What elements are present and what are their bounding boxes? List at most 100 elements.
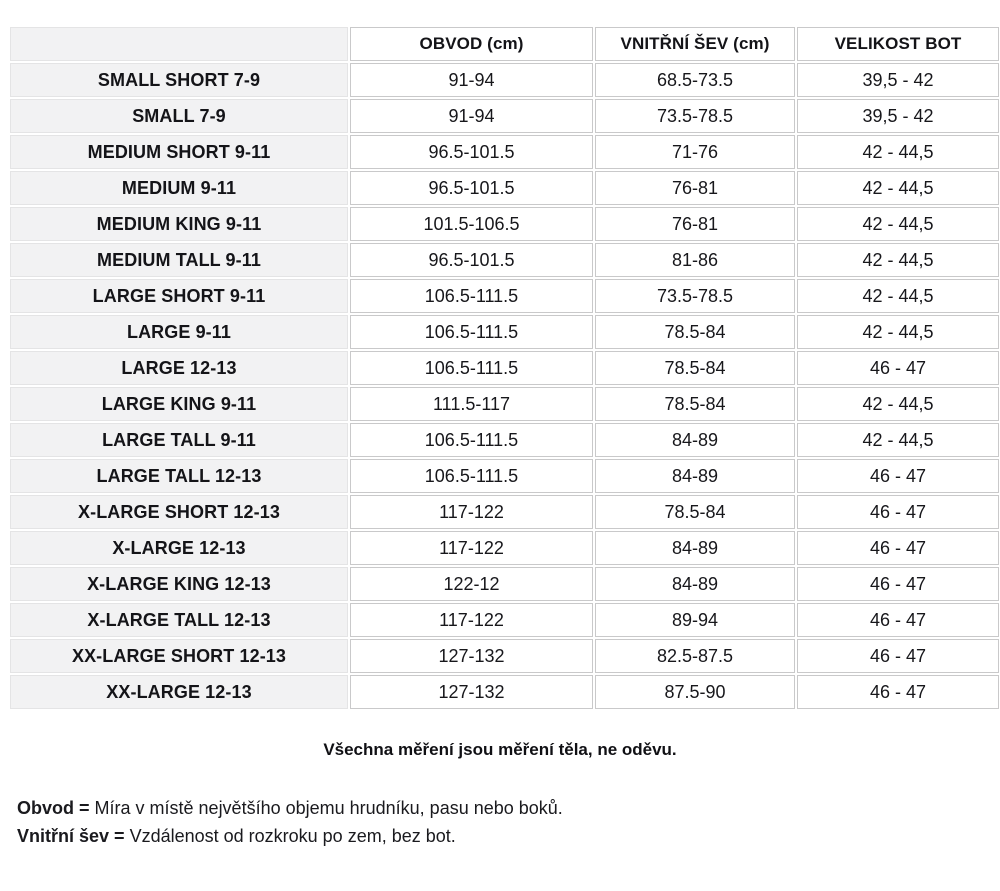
cell-bot: 46 - 47 [797, 567, 999, 601]
cell-bot: 42 - 44,5 [797, 387, 999, 421]
header-row: OBVOD (cm) VNITŘNÍ ŠEV (cm) VELIKOST BOT [10, 27, 999, 61]
cell-sev: 87.5-90 [595, 675, 795, 709]
row-label: XX-LARGE 12-13 [10, 675, 348, 709]
cell-sev: 78.5-84 [595, 495, 795, 529]
row-label: LARGE KING 9-11 [10, 387, 348, 421]
cell-bot: 46 - 47 [797, 531, 999, 565]
definition-obvod-term: Obvod = [17, 798, 90, 818]
table-row: XX-LARGE 12-13 127-132 87.5-90 46 - 47 [10, 675, 999, 709]
cell-obvod: 106.5-111.5 [350, 315, 593, 349]
cell-sev: 76-81 [595, 171, 795, 205]
cell-sev: 68.5-73.5 [595, 63, 795, 97]
table-row: LARGE TALL 12-13 106.5-111.5 84-89 46 - 47 [10, 459, 999, 493]
cell-sev: 84-89 [595, 459, 795, 493]
row-label: LARGE TALL 12-13 [10, 459, 348, 493]
table-row: LARGE TALL 9-11 106.5-111.5 84-89 42 - 44,5 [10, 423, 999, 457]
cell-sev: 84-89 [595, 423, 795, 457]
cell-bot: 42 - 44,5 [797, 423, 999, 457]
cell-sev: 73.5-78.5 [595, 99, 795, 133]
table-row: MEDIUM 9-11 96.5-101.5 76-81 42 - 44,5 [10, 171, 999, 205]
table-row: MEDIUM TALL 9-11 96.5-101.5 81-86 42 - 44,5 [10, 243, 999, 277]
cell-bot: 39,5 - 42 [797, 63, 999, 97]
cell-sev: 81-86 [595, 243, 795, 277]
size-chart-table: OBVOD (cm) VNITŘNÍ ŠEV (cm) VELIKOST BOT S… [8, 25, 1000, 711]
definitions-block: Obvod = Míra v místě největšího objemu h… [17, 794, 1000, 850]
row-label: SMALL SHORT 7-9 [10, 63, 348, 97]
measurement-note: Všechna měření jsou měření těla, ne oděv… [323, 740, 677, 759]
row-label: MEDIUM SHORT 9-11 [10, 135, 348, 169]
cell-obvod: 117-122 [350, 495, 593, 529]
column-header-2: VNITŘNÍ ŠEV (cm) [595, 27, 795, 61]
cell-obvod: 91-94 [350, 99, 593, 133]
cell-obvod: 106.5-111.5 [350, 351, 593, 385]
definition-obvod: Obvod = Míra v místě největšího objemu h… [17, 794, 1000, 822]
cell-sev: 82.5-87.5 [595, 639, 795, 673]
cell-obvod: 117-122 [350, 531, 593, 565]
cell-sev: 84-89 [595, 531, 795, 565]
cell-sev: 76-81 [595, 207, 795, 241]
cell-bot: 46 - 47 [797, 603, 999, 637]
row-label: XX-LARGE SHORT 12-13 [10, 639, 348, 673]
cell-bot: 39,5 - 42 [797, 99, 999, 133]
cell-obvod: 117-122 [350, 603, 593, 637]
cell-obvod: 101.5-106.5 [350, 207, 593, 241]
cell-bot: 42 - 44,5 [797, 171, 999, 205]
column-header-3: VELIKOST BOT [797, 27, 999, 61]
cell-obvod: 127-132 [350, 639, 593, 673]
row-label: X-LARGE TALL 12-13 [10, 603, 348, 637]
cell-sev: 78.5-84 [595, 387, 795, 421]
cell-bot: 46 - 47 [797, 495, 999, 529]
row-label: X-LARGE SHORT 12-13 [10, 495, 348, 529]
definition-vnitrni-sev-text: Vzdálenost od rozkroku po zem, bez bot. [129, 826, 456, 846]
row-label: LARGE TALL 9-11 [10, 423, 348, 457]
table-row: X-LARGE KING 12-13 122-12 84-89 46 - 47 [10, 567, 999, 601]
row-label: LARGE SHORT 9-11 [10, 279, 348, 313]
table-row: SMALL SHORT 7-9 91-94 68.5-73.5 39,5 - 42 [10, 63, 999, 97]
row-label: X-LARGE 12-13 [10, 531, 348, 565]
cell-sev: 73.5-78.5 [595, 279, 795, 313]
table-row: MEDIUM KING 9-11 101.5-106.5 76-81 42 - 44,… [10, 207, 999, 241]
cell-bot: 42 - 44,5 [797, 207, 999, 241]
cell-bot: 46 - 47 [797, 459, 999, 493]
definition-vnitrni-sev-term: Vnitřní šev = [17, 826, 125, 846]
table-row: X-LARGE TALL 12-13 117-122 89-94 46 - 47 [10, 603, 999, 637]
table-row: MEDIUM SHORT 9-11 96.5-101.5 71-76 42 - 44,… [10, 135, 999, 169]
cell-obvod: 106.5-111.5 [350, 459, 593, 493]
cell-obvod: 111.5-117 [350, 387, 593, 421]
cell-bot: 42 - 44,5 [797, 135, 999, 169]
cell-sev: 78.5-84 [595, 351, 795, 385]
cell-obvod: 127-132 [350, 675, 593, 709]
row-label: X-LARGE KING 12-13 [10, 567, 348, 601]
cell-obvod: 96.5-101.5 [350, 135, 593, 169]
cell-bot: 42 - 44,5 [797, 243, 999, 277]
cell-sev: 78.5-84 [595, 315, 795, 349]
cell-obvod: 106.5-111.5 [350, 279, 593, 313]
column-header-1: OBVOD (cm) [350, 27, 593, 61]
cell-obvod: 91-94 [350, 63, 593, 97]
cell-obvod: 122-12 [350, 567, 593, 601]
corner-cell [10, 27, 348, 61]
definition-obvod-text: Míra v místě největšího objemu hrudníku,… [94, 798, 563, 818]
row-label: MEDIUM 9-11 [10, 171, 348, 205]
cell-obvod: 106.5-111.5 [350, 423, 593, 457]
table-row: XX-LARGE SHORT 12-13 127-132 82.5-87.5 46 -… [10, 639, 999, 673]
row-label: LARGE 9-11 [10, 315, 348, 349]
cell-obvod: 96.5-101.5 [350, 171, 593, 205]
cell-bot: 42 - 44,5 [797, 315, 999, 349]
cell-bot: 46 - 47 [797, 351, 999, 385]
cell-bot: 46 - 47 [797, 639, 999, 673]
table-row: X-LARGE 12-13 117-122 84-89 46 - 47 [10, 531, 999, 565]
cell-bot: 46 - 47 [797, 675, 999, 709]
cell-sev: 71-76 [595, 135, 795, 169]
table-row: SMALL 7-9 91-94 73.5-78.5 39,5 - 42 [10, 99, 999, 133]
definition-vnitrni-sev: Vnitřní šev = Vzdálenost od rozkroku po … [17, 822, 1000, 850]
row-label: SMALL 7-9 [10, 99, 348, 133]
row-label: MEDIUM KING 9-11 [10, 207, 348, 241]
row-label: MEDIUM TALL 9-11 [10, 243, 348, 277]
table-row: LARGE SHORT 9-11 106.5-111.5 73.5-78.5 42 -… [10, 279, 999, 313]
table-row: LARGE 9-11 106.5-111.5 78.5-84 42 - 44,5 [10, 315, 999, 349]
table-row: LARGE 12-13 106.5-111.5 78.5-84 46 - 47 [10, 351, 999, 385]
cell-obvod: 96.5-101.5 [350, 243, 593, 277]
table-row: X-LARGE SHORT 12-13 117-122 78.5-84 46 - 47 [10, 495, 999, 529]
